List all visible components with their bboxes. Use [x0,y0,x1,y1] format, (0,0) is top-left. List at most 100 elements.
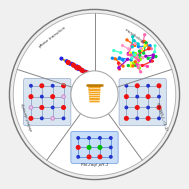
Circle shape [114,58,116,60]
Circle shape [143,40,145,42]
Circle shape [130,59,132,61]
FancyBboxPatch shape [71,131,118,163]
Circle shape [139,52,141,53]
Circle shape [60,57,63,60]
Circle shape [152,57,154,58]
Circle shape [93,75,95,78]
Circle shape [150,48,152,50]
Circle shape [105,83,107,86]
Circle shape [157,106,161,109]
Circle shape [141,64,143,66]
Circle shape [41,117,43,120]
Circle shape [129,52,131,54]
Circle shape [139,54,141,56]
Circle shape [134,44,136,46]
Circle shape [92,76,96,80]
Circle shape [74,65,76,68]
Circle shape [144,34,146,36]
Circle shape [110,156,112,158]
Circle shape [148,47,150,49]
Circle shape [113,50,115,51]
Circle shape [62,117,65,120]
Circle shape [98,146,102,149]
Circle shape [146,95,150,98]
Circle shape [133,62,135,64]
Circle shape [118,62,119,64]
Circle shape [137,54,139,56]
Circle shape [65,60,68,63]
Circle shape [135,65,136,67]
Circle shape [119,57,120,59]
Circle shape [134,54,136,56]
Circle shape [130,54,132,56]
Circle shape [133,40,135,42]
Circle shape [158,95,160,98]
Circle shape [125,84,128,87]
Circle shape [149,45,151,47]
Text: Pb(NO₃)₂ (1:1): Pb(NO₃)₂ (1:1) [156,102,168,131]
Circle shape [142,57,144,59]
Circle shape [111,57,113,59]
Circle shape [122,59,124,61]
Circle shape [131,57,133,59]
Circle shape [41,95,43,98]
Circle shape [120,52,122,54]
Circle shape [9,9,180,180]
Circle shape [40,84,44,88]
Circle shape [136,64,138,65]
Circle shape [154,45,156,47]
Circle shape [140,47,142,49]
Circle shape [150,60,152,62]
Circle shape [127,65,129,67]
FancyBboxPatch shape [24,78,71,126]
Circle shape [136,95,139,98]
Circle shape [40,106,44,109]
Circle shape [139,50,140,52]
Circle shape [126,39,128,41]
Circle shape [77,156,79,158]
Circle shape [131,46,133,48]
Circle shape [143,52,145,54]
Circle shape [66,61,70,64]
Circle shape [137,67,139,68]
Circle shape [94,78,97,81]
Circle shape [136,57,138,59]
Circle shape [136,63,138,65]
Circle shape [152,54,154,56]
Circle shape [71,71,118,118]
Circle shape [136,106,139,109]
Circle shape [51,117,54,120]
Circle shape [102,81,106,85]
Circle shape [122,65,124,67]
Circle shape [132,52,134,54]
Circle shape [137,46,139,48]
Circle shape [139,58,141,60]
Circle shape [134,61,136,63]
Circle shape [79,68,82,70]
Circle shape [86,73,88,76]
Circle shape [145,55,147,57]
Circle shape [147,84,149,87]
Circle shape [29,106,33,109]
Circle shape [30,84,32,87]
Circle shape [134,43,136,44]
Circle shape [51,84,54,87]
Circle shape [62,84,65,88]
Circle shape [157,84,161,88]
Circle shape [77,66,81,70]
Circle shape [118,67,120,69]
Circle shape [87,146,91,149]
Circle shape [88,73,90,76]
Circle shape [138,58,140,60]
Circle shape [127,58,129,60]
Circle shape [146,66,148,67]
Circle shape [13,13,176,176]
Circle shape [88,137,90,139]
Circle shape [137,55,139,57]
Circle shape [87,155,91,159]
Circle shape [62,106,65,109]
Circle shape [51,95,54,98]
Circle shape [76,65,78,68]
Circle shape [84,70,87,73]
Circle shape [97,79,101,83]
